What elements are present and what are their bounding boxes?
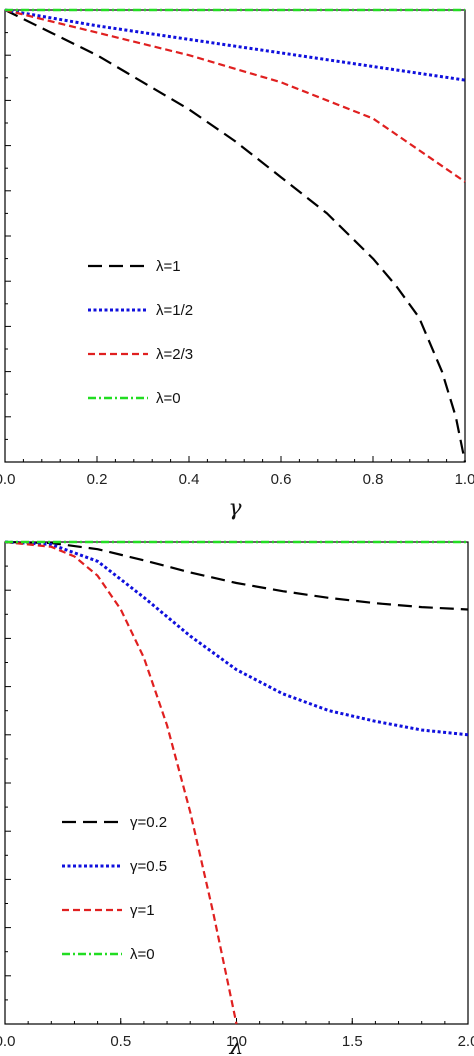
x-tick-label: 0.6: [271, 471, 292, 488]
series-line-1: [4, 8, 466, 82]
legend-label-1: λ=1/2: [156, 302, 193, 319]
legend-label-1: γ=0.5: [130, 858, 167, 875]
x-tick-label: 1.5: [342, 1033, 363, 1050]
legend-label-2: λ=2/3: [156, 346, 193, 363]
legend-label-0: λ=1: [156, 258, 181, 275]
legend-label-0: γ=0.2: [130, 814, 167, 831]
series-line-1: [4, 540, 469, 737]
legend-label-3: λ=0: [130, 946, 155, 963]
legend-label-3: λ=0: [156, 390, 181, 407]
series-line-0: [4, 9, 467, 463]
x-tick-label: 0.2: [87, 471, 108, 488]
series-line-2: [4, 540, 238, 1025]
x-tick-label: 0.0: [0, 1033, 15, 1050]
plot-frame: [4, 9, 466, 463]
x-tick-label: 0.0: [0, 471, 15, 488]
legend-label-2: γ=1: [130, 902, 155, 919]
x-tick-label: 1.0: [226, 1033, 247, 1050]
x-tick-label: 1.0: [455, 471, 474, 488]
x-tick-label: 0.8: [363, 471, 384, 488]
x-tick-label: 2.0: [458, 1033, 474, 1050]
top-panel: 0.0 0.2 0.4 0.6 0.8 1.0 γ λ=1 λ=1/2 λ=2/3 λ=0: [0, 8, 474, 521]
x-tick-label: 0.5: [110, 1033, 131, 1050]
series-line-0: [4, 540, 469, 611]
x-tick-label: 0.4: [179, 471, 200, 488]
plot-frame: [4, 541, 469, 1025]
series-line-2: [4, 8, 466, 183]
bottom-panel: 0.0 0.5 1.0 1.5 2.0 λ γ=0.2 γ=0.5 γ=1 λ=0: [0, 540, 474, 1056]
x-axis-label: λ: [229, 1035, 244, 1056]
x-axis-label: γ: [228, 496, 242, 521]
